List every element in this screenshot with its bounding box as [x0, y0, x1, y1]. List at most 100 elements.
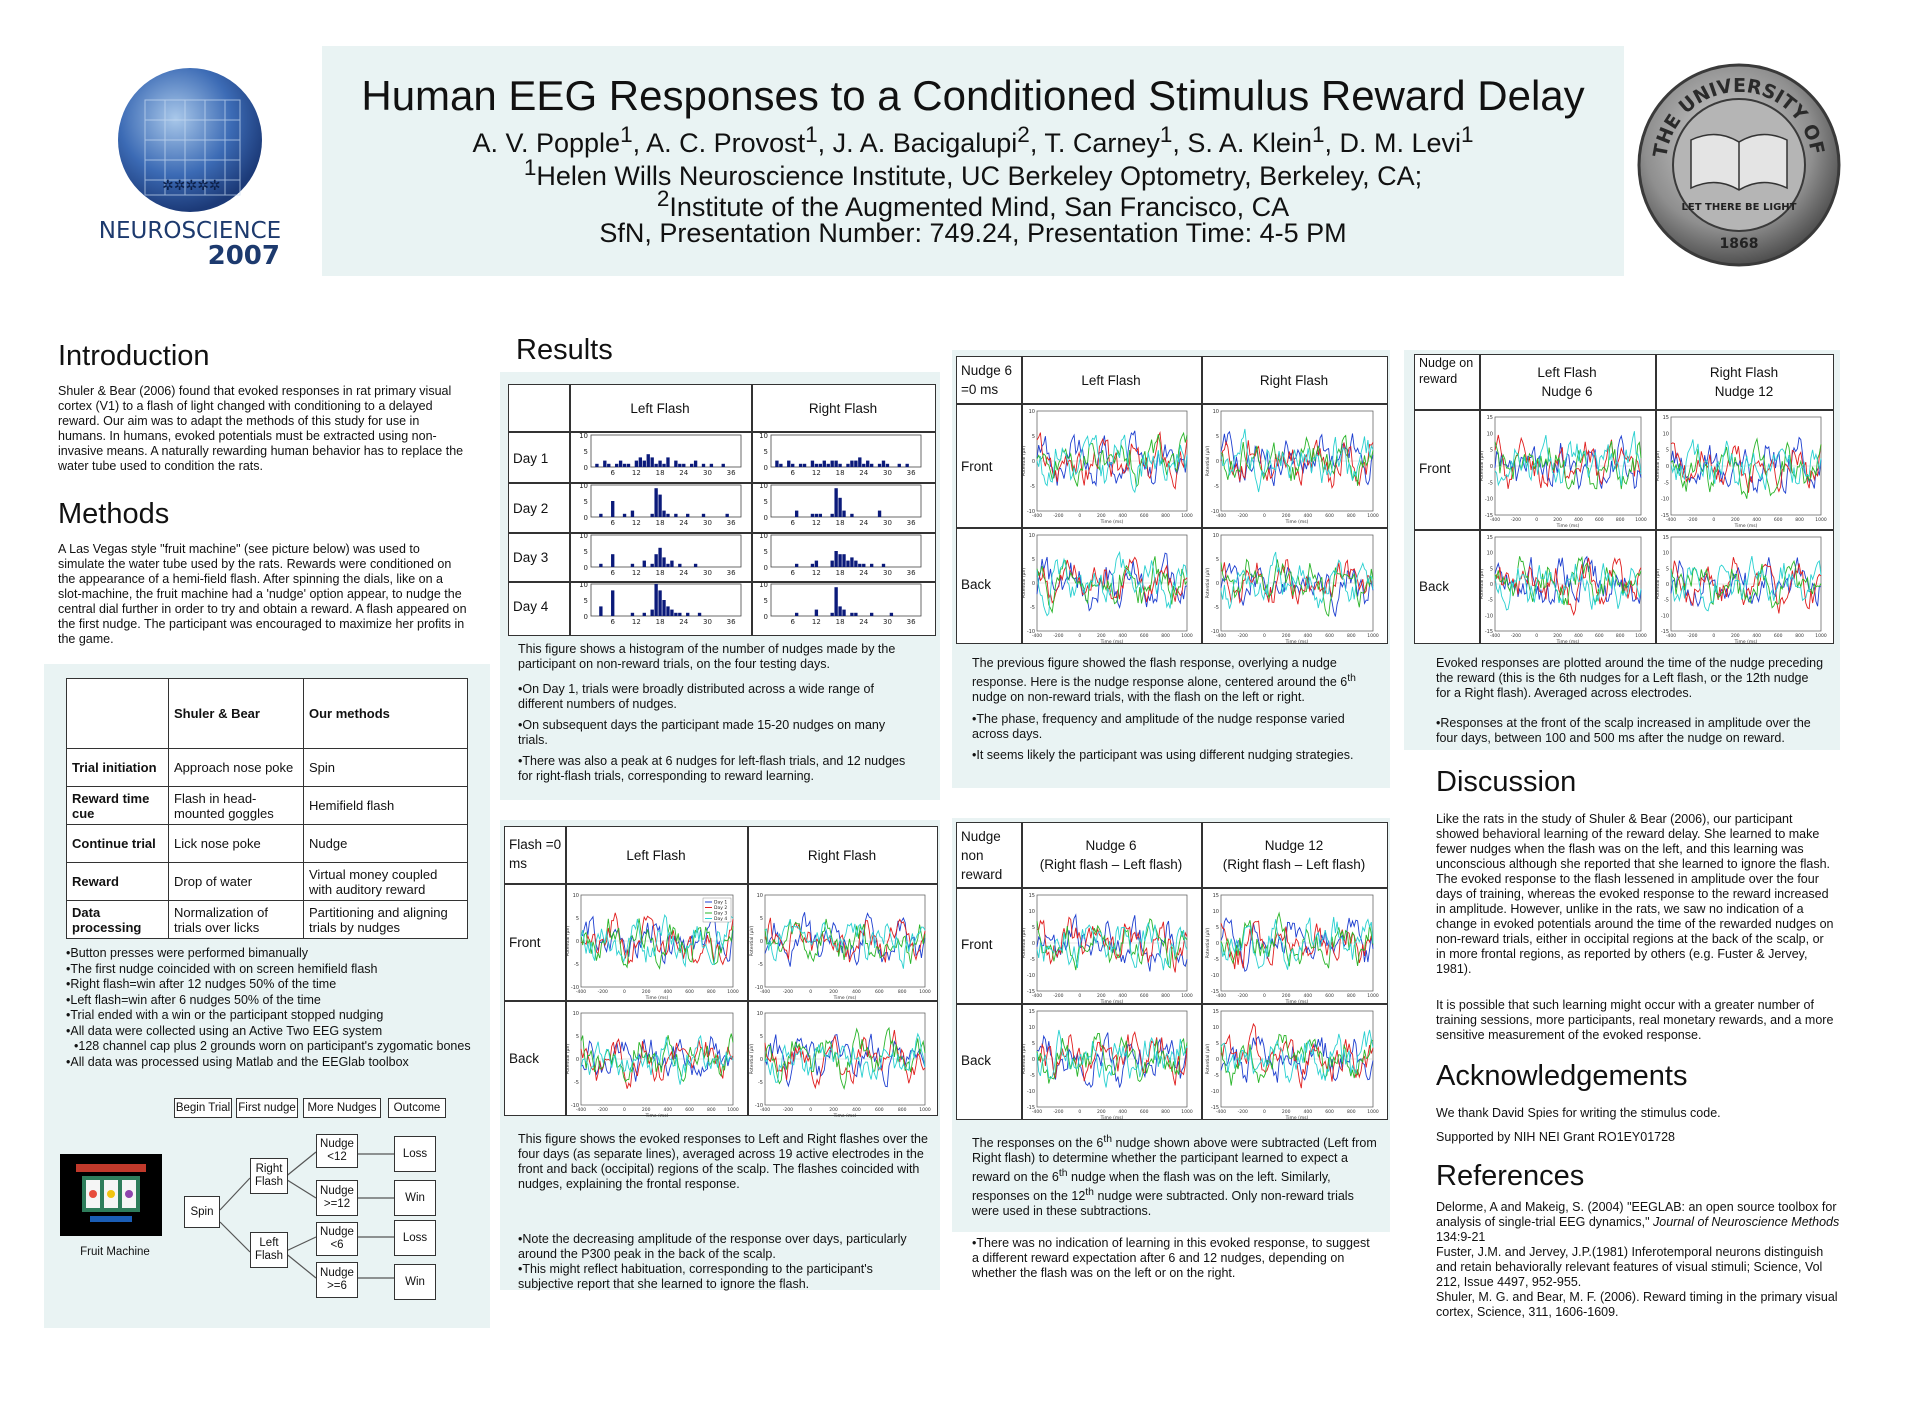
x-tick-label: 600: [1595, 517, 1604, 523]
plot-frame: [770, 583, 922, 617]
x-tick-label: 30: [883, 519, 892, 527]
histogram-bar: [810, 513, 815, 517]
y-tick-label: -15: [1485, 513, 1493, 519]
y-tick-label: -5: [1664, 598, 1669, 604]
y-tick-label: 5: [1666, 448, 1669, 454]
x-tick-label: 800: [898, 989, 907, 995]
y-tick-label: 10: [1029, 909, 1035, 915]
hist-col-left: Left Flash: [630, 400, 690, 416]
y-tick-label: 10: [1029, 533, 1035, 539]
x-tick-label: 24: [859, 469, 868, 477]
x-tick-label: 0: [1263, 993, 1266, 999]
histogram-bar: [814, 560, 819, 567]
erp-chart: 10 5 0 -5 -10-400 -200 0 200 400 600 800 1000 Time (…: [749, 1011, 931, 1117]
list-item: •There was no indication of learning in …: [972, 1236, 1370, 1280]
x-tick-label: -400: [576, 989, 586, 995]
y-tick-label: -15: [1211, 989, 1219, 995]
histogram-bar: [881, 460, 886, 467]
x-tick-label: 12: [812, 519, 821, 527]
list-item: •All data were collected using an Active…: [66, 1023, 383, 1038]
y-tick-label: 0: [584, 514, 588, 522]
x-tick-label: 600: [685, 1107, 694, 1113]
x-axis-label: Time (ms): [1285, 1115, 1309, 1121]
histogram-bar: [697, 612, 702, 616]
y-tick-label: 0: [1032, 459, 1035, 465]
x-tick-label: -400: [1216, 513, 1226, 519]
x-tick-label: -200: [1053, 1109, 1063, 1115]
histogram-bar: [850, 460, 854, 467]
histogram-bar: [881, 563, 886, 567]
list-item: •Left flash=win after 6 nudges 50% of th…: [66, 992, 321, 1007]
list-item: •Responses at the front of the scalp inc…: [1436, 716, 1811, 745]
x-tick-label: 0: [1263, 633, 1266, 639]
x-tick-label: 800: [707, 1107, 716, 1113]
y-axis-label: Potential (µV): [1021, 927, 1027, 958]
x-tick-label: 400: [1574, 517, 1583, 523]
x-tick-label: 18: [836, 618, 845, 626]
y-tick-label: -5: [1030, 484, 1035, 490]
erp-chart: 10 5 0 -5 -10-400 -200 0 200 400 600 800 1000 Time (…: [749, 893, 931, 1001]
histogram-bar: [850, 557, 854, 567]
plot-frame: [770, 484, 922, 518]
y-tick-label: -5: [1214, 1073, 1219, 1079]
histogram-bar: [862, 563, 866, 567]
x-axis-label: Time (ms): [1734, 523, 1758, 529]
series-line: [1670, 559, 1822, 609]
x-tick-label: -200: [1053, 993, 1063, 999]
x-tick-label: 600: [1140, 513, 1149, 519]
histogram-bar: [834, 488, 838, 517]
y-tick-label: -10: [571, 985, 579, 991]
x-tick-label: 12: [812, 618, 821, 626]
x-axis-label: Time (ms): [1100, 1115, 1124, 1121]
y-tick-label: 0: [584, 613, 588, 621]
histogram-bar: [838, 463, 842, 467]
x-tick-label: -200: [1238, 633, 1248, 639]
flash-row-front: Front: [509, 935, 541, 950]
erp-chart: 15 10 5 0 -5 -10 -15-400 -200 0 200 400 600 800 1000 T…: [1479, 535, 1647, 645]
y-tick-label: 0: [760, 939, 763, 945]
x-tick-label: 400: [664, 989, 673, 995]
flash-col-left: Left Flash: [626, 847, 686, 863]
histogram-bar: [842, 510, 846, 517]
y-tick-label: -15: [1211, 1105, 1219, 1111]
x-tick-label: 18: [656, 618, 665, 626]
x-tick-label: 400: [852, 989, 861, 995]
x-tick-label: 200: [829, 1107, 838, 1113]
nudge-nonreward-table: Nudge non reward Nudge 6 (Right flash – …: [956, 822, 1388, 1121]
series-line: [764, 1033, 926, 1088]
series-line: [1220, 434, 1374, 486]
y-tick-label: 5: [1216, 557, 1219, 563]
x-tick-label: 0: [1263, 1109, 1266, 1115]
flow-loss-2: Loss: [394, 1220, 436, 1256]
y-tick-label: 5: [1216, 1041, 1219, 1047]
histogram-bar: [614, 463, 619, 467]
histogram-bar: [869, 612, 874, 616]
histogram-bar: [854, 612, 858, 616]
x-tick-label: 800: [1795, 633, 1804, 639]
x-tick-label: 600: [1774, 517, 1783, 523]
series-line: [1220, 559, 1374, 605]
histogram-bar: [850, 612, 854, 616]
nnr-row-back: Back: [961, 1053, 992, 1068]
y-tick-label: 10: [757, 893, 763, 899]
session-info: SfN, Presentation Number: 749.24, Presen…: [599, 218, 1347, 248]
histogram-bar: [858, 457, 862, 467]
x-tick-label: 600: [1325, 513, 1334, 519]
y-tick-label: 5: [1032, 1041, 1035, 1047]
hist-col-right: Right Flash: [808, 400, 878, 416]
x-tick-label: -400: [1216, 993, 1226, 999]
x-tick-label: -200: [598, 1107, 608, 1113]
fruit-machine-image: [60, 1154, 162, 1236]
y-tick-label: 5: [1490, 566, 1493, 572]
histogram-chart: 0 5 10 6 12 18 24 30 36: [759, 432, 922, 477]
y-tick-label: -10: [1027, 629, 1035, 635]
y-tick-label: -10: [1211, 509, 1219, 515]
x-tick-label: 30: [703, 469, 712, 477]
y-tick-label: 0: [1490, 582, 1493, 588]
histogram-bar: [654, 488, 658, 517]
x-tick-label: -400: [1666, 633, 1676, 639]
histogram-bar: [674, 460, 678, 467]
histogram-bar: [611, 554, 615, 567]
x-tick-label: -200: [1238, 993, 1248, 999]
